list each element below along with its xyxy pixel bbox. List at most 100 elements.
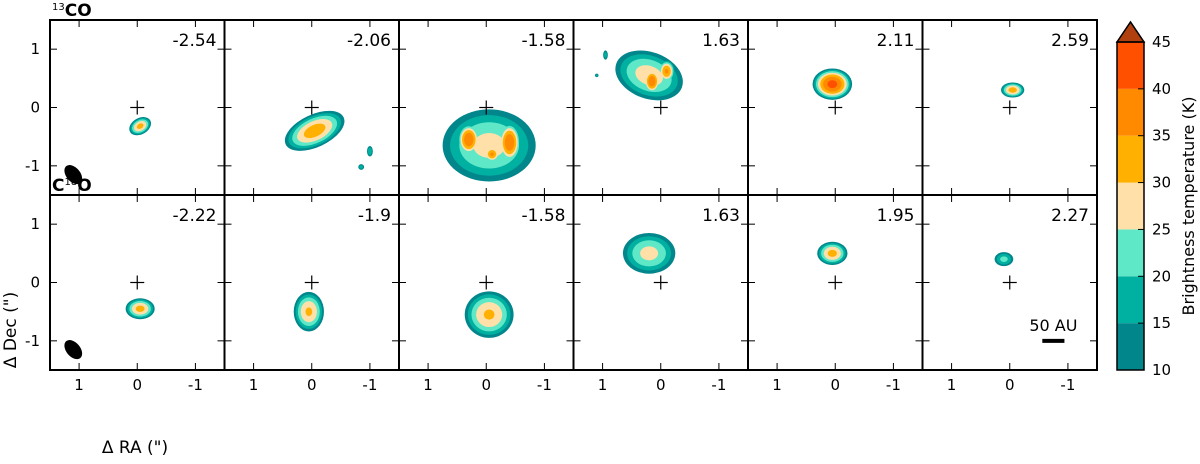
molecule-label: C18O xyxy=(52,176,92,196)
contour-level xyxy=(136,123,144,129)
x-tick-label: 0 xyxy=(481,376,491,394)
velocity-label: 2.11 xyxy=(877,31,915,51)
channel-panel: -2.06 xyxy=(223,19,400,196)
velocity-label: -2.06 xyxy=(347,31,391,51)
velocity-label: -1.58 xyxy=(522,206,566,226)
velocity-label: 1.95 xyxy=(877,206,915,226)
emission-contours xyxy=(622,232,676,274)
contour-level xyxy=(504,134,515,151)
colorbar-tick-label: 15 xyxy=(1152,314,1171,332)
y-tick-label: 1 xyxy=(30,40,40,58)
colorbar-segment xyxy=(1117,276,1144,324)
x-tick-label: 0 xyxy=(132,376,142,394)
colorbar-frame xyxy=(1116,41,1145,371)
velocity-label: -1.9 xyxy=(358,206,391,226)
x-tick-label: -1 xyxy=(886,376,901,394)
channel-panel: 1 0 -1 1.95 xyxy=(747,194,924,394)
channel-panel: 1 0 -1 1.63 xyxy=(572,194,749,394)
colorbar-tick-label: 30 xyxy=(1152,174,1171,192)
contour-level xyxy=(827,80,838,89)
contour-level xyxy=(303,123,326,139)
x-tick-label: 1 xyxy=(74,376,84,394)
channel-panel: 1.63 xyxy=(572,19,749,196)
channel-panel: 1 0 -1 1 0 -1 -2.22 xyxy=(25,194,226,394)
velocity-label: 2.59 xyxy=(1051,31,1089,51)
y-axis-label: Δ Dec (") xyxy=(1,292,21,368)
contour-level xyxy=(490,152,494,156)
x-tick-label: 1 xyxy=(598,376,608,394)
emission-contours xyxy=(293,291,324,332)
channel-panel: 1 0 -1 -1.9 xyxy=(223,194,400,394)
x-tick-label: -1 xyxy=(1060,376,1075,394)
velocity-label: -2.22 xyxy=(173,206,217,226)
colorbar-tick-label: 20 xyxy=(1152,267,1171,285)
y-tick-label: 0 xyxy=(30,99,40,117)
colorbar-tick-label: 35 xyxy=(1152,127,1171,145)
scale-bar-label: 50 AU xyxy=(1029,316,1077,335)
x-tick-label: -1 xyxy=(711,376,726,394)
contour-level xyxy=(595,74,598,77)
contour-level xyxy=(483,309,495,320)
x-tick-label: -1 xyxy=(188,376,203,394)
emission-contours xyxy=(812,68,853,100)
emission-contours xyxy=(125,298,155,320)
colorbar-tick-label: 10 xyxy=(1152,361,1171,379)
contour-level xyxy=(827,249,837,257)
x-tick-label: 0 xyxy=(656,376,666,394)
x-tick-label: 1 xyxy=(947,376,957,394)
colorbar-tick-label: 40 xyxy=(1152,80,1171,98)
colorbar-tick-label: 45 xyxy=(1152,33,1171,51)
colorbar: 10 15 20 25 30 35 40 45 xyxy=(1115,20,1171,379)
colorbar-segment xyxy=(1117,42,1144,89)
x-tick-label: 1 xyxy=(249,376,259,394)
velocity-label: 2.27 xyxy=(1051,206,1089,226)
emission-contours xyxy=(442,109,536,182)
colorbar-tick-label: 25 xyxy=(1152,220,1171,238)
x-tick-label: -1 xyxy=(362,376,377,394)
contour-level xyxy=(305,307,313,316)
velocity-label: -2.54 xyxy=(173,31,217,51)
channel-panel: 1 0 -1 -1.58 xyxy=(398,194,575,394)
colorbar-segment xyxy=(1117,88,1144,136)
contour-level xyxy=(367,147,372,155)
contour-level xyxy=(1008,87,1017,93)
x-tick-label: 0 xyxy=(1005,376,1015,394)
colorbar-segment xyxy=(1117,323,1144,370)
channel-panel: -1.58 xyxy=(398,19,575,196)
molecule-label: 13CO xyxy=(52,1,92,21)
colorbar-segment xyxy=(1117,229,1144,277)
velocity-label: 1.63 xyxy=(702,31,740,51)
contour-level xyxy=(604,52,607,58)
velocity-label: 1.63 xyxy=(702,206,740,226)
contour-level xyxy=(1000,256,1008,263)
contour-level xyxy=(640,246,659,261)
contour-level xyxy=(473,133,506,158)
emission-contours xyxy=(595,50,683,101)
contour-level xyxy=(664,69,669,74)
velocity-label: -1.58 xyxy=(522,31,566,51)
x-tick-label: 1 xyxy=(772,376,782,394)
contour-level xyxy=(359,165,363,169)
x-tick-label: 0 xyxy=(830,376,840,394)
emission-contours xyxy=(817,241,848,265)
channel-panel: 2.11 xyxy=(747,19,924,196)
y-tick-label: -1 xyxy=(25,157,40,175)
emission-contours xyxy=(464,291,514,338)
contour-level xyxy=(135,305,145,312)
colorbar-segment xyxy=(1117,182,1144,230)
emission-contours xyxy=(994,252,1014,267)
y-tick-label: 1 xyxy=(30,215,40,233)
y-tick-label: 0 xyxy=(30,274,40,292)
emission-contours xyxy=(129,117,152,136)
emission-contours xyxy=(1001,82,1025,98)
colorbar-label: Brightness temperature (K) xyxy=(1179,97,1198,316)
contour-level xyxy=(648,76,656,87)
colorbar-extend-arrow xyxy=(1115,20,1146,43)
beam-ellipse xyxy=(64,165,83,185)
channel-panel: 1 0 -1 2.27 50 AU xyxy=(921,194,1098,394)
x-axis-label: Δ RA (") xyxy=(102,438,168,458)
colorbar-segment xyxy=(1117,135,1144,183)
x-tick-label: -1 xyxy=(537,376,552,394)
